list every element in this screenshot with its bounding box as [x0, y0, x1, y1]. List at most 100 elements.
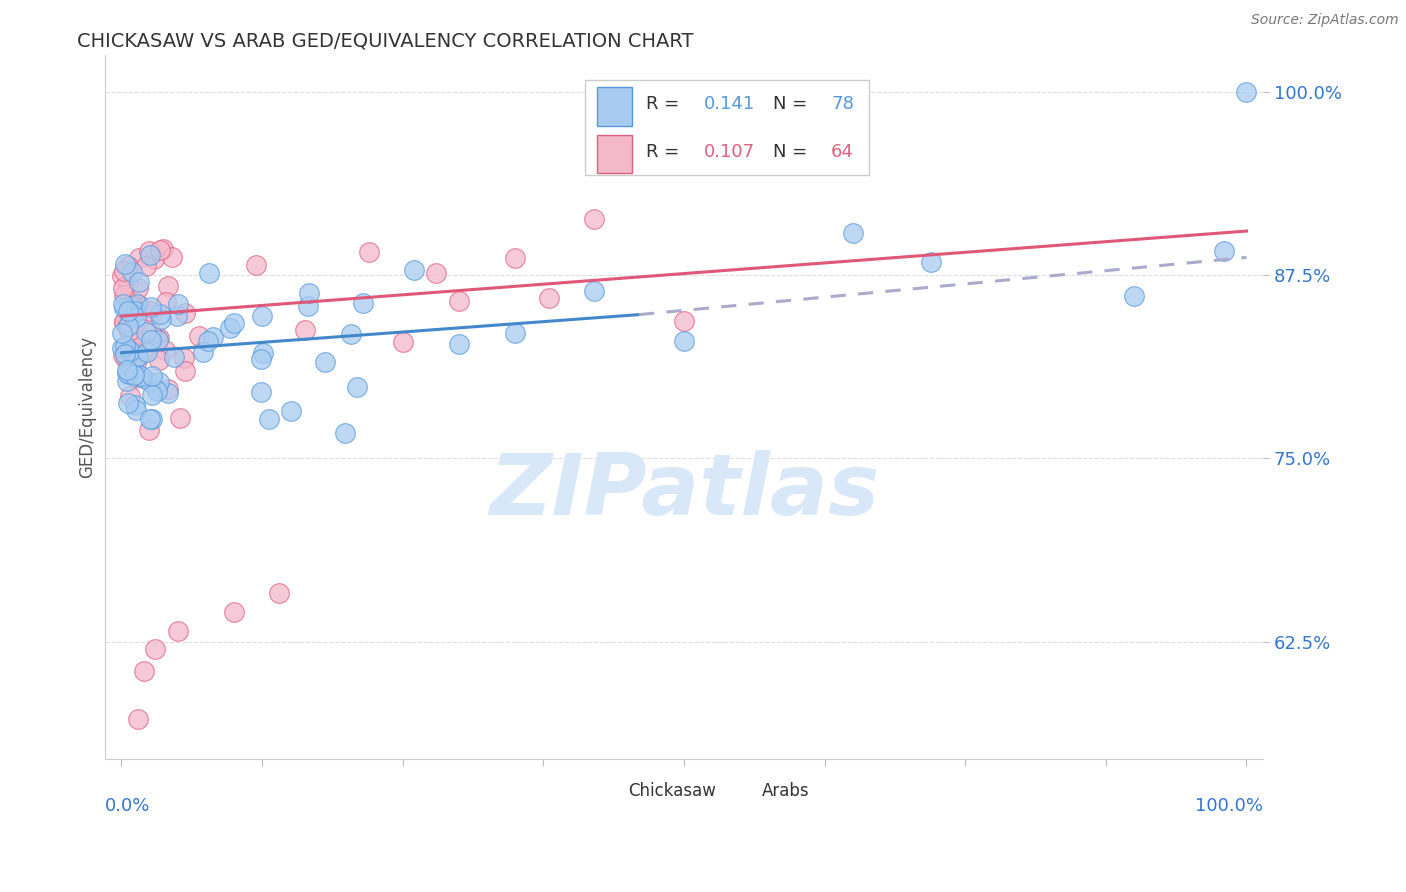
Point: [127, 297, 149, 311]
Point: [425, 266, 447, 280]
Point: [139, 304, 162, 318]
Point: [139, 376, 162, 390]
Point: [117, 396, 139, 410]
FancyBboxPatch shape: [592, 778, 617, 805]
Point: [118, 359, 141, 374]
Point: [115, 374, 138, 388]
Point: [118, 324, 141, 338]
Point: [117, 367, 139, 381]
Point: [128, 251, 150, 265]
Point: [127, 350, 149, 364]
Point: [111, 268, 134, 283]
Point: [128, 329, 150, 343]
Text: 0.141: 0.141: [703, 95, 755, 113]
Point: [134, 343, 156, 358]
Point: [112, 264, 135, 278]
Point: [148, 331, 170, 345]
Point: [114, 347, 136, 361]
Point: [1236, 85, 1258, 99]
Text: Arabs: Arabs: [762, 782, 810, 800]
Point: [145, 332, 167, 346]
Point: [141, 412, 163, 426]
Point: [250, 352, 273, 367]
Point: [447, 336, 470, 351]
Point: [121, 264, 143, 278]
Point: [173, 351, 195, 365]
Point: [582, 284, 605, 298]
Point: [111, 326, 134, 340]
Point: [122, 368, 145, 382]
Point: [672, 334, 695, 349]
Point: [280, 404, 302, 418]
Point: [143, 641, 166, 656]
Point: [157, 278, 180, 293]
Point: [110, 341, 132, 355]
Point: [114, 339, 136, 353]
Point: [121, 299, 143, 313]
Point: [117, 319, 139, 334]
Point: [117, 277, 139, 291]
Point: [125, 370, 148, 384]
Point: [138, 244, 160, 258]
Point: [201, 329, 224, 343]
Point: [124, 304, 146, 318]
Point: [314, 355, 336, 369]
Point: [391, 335, 413, 350]
FancyBboxPatch shape: [585, 79, 869, 175]
Point: [166, 624, 188, 639]
Point: [148, 307, 170, 321]
Text: Chickasaw: Chickasaw: [628, 782, 716, 800]
Point: [352, 295, 374, 310]
Point: [169, 411, 191, 425]
Point: [138, 423, 160, 437]
Point: [127, 281, 149, 295]
Point: [125, 403, 148, 417]
Text: 64: 64: [831, 143, 853, 161]
Point: [117, 259, 139, 273]
Point: [118, 304, 141, 318]
Point: [1213, 244, 1236, 259]
Point: [125, 310, 148, 324]
Point: [148, 376, 170, 390]
Point: [112, 315, 135, 329]
Point: [141, 300, 163, 314]
Point: [120, 389, 142, 403]
Point: [115, 319, 138, 334]
Text: 78: 78: [831, 95, 853, 113]
Point: [166, 310, 188, 324]
FancyBboxPatch shape: [724, 778, 749, 805]
Point: [146, 333, 169, 347]
Point: [135, 259, 157, 273]
Point: [187, 328, 209, 343]
Text: 100.0%: 100.0%: [1195, 797, 1264, 815]
Point: [111, 297, 134, 311]
Point: [141, 334, 163, 348]
Point: [163, 350, 186, 364]
Point: [135, 325, 157, 339]
Point: [582, 212, 605, 227]
Point: [155, 295, 177, 310]
Point: [503, 251, 526, 265]
Text: R =: R =: [645, 143, 685, 161]
Point: [503, 326, 526, 340]
Point: [125, 352, 148, 367]
Point: [141, 388, 163, 402]
Point: [112, 288, 135, 302]
Point: [118, 343, 141, 358]
Point: [127, 297, 149, 311]
Point: [672, 314, 695, 328]
Point: [115, 315, 138, 329]
Point: [148, 352, 170, 367]
Point: [297, 299, 319, 313]
Point: [357, 244, 380, 259]
Point: [135, 345, 157, 359]
Point: [333, 425, 356, 440]
Point: [156, 382, 179, 396]
Point: [193, 345, 215, 359]
Text: 0.107: 0.107: [703, 143, 755, 161]
Point: [294, 323, 316, 337]
Point: [250, 310, 273, 324]
Point: [222, 316, 245, 330]
Point: [127, 712, 149, 726]
Point: [139, 412, 162, 426]
